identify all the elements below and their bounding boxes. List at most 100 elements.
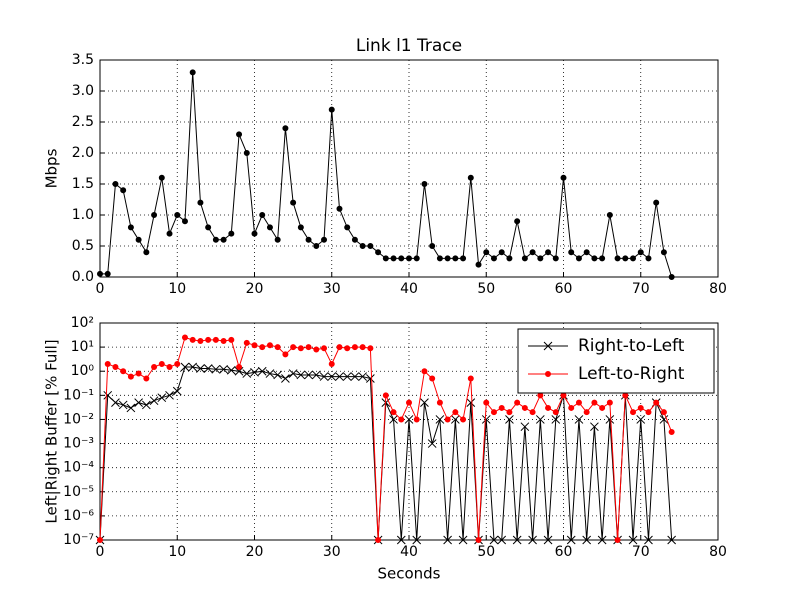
- marker: [512, 535, 522, 545]
- marker: [212, 336, 219, 343]
- marker: [166, 230, 173, 237]
- marker: [180, 362, 190, 372]
- marker: [630, 409, 637, 416]
- x-tick-label: 70: [632, 544, 650, 560]
- marker: [290, 199, 297, 206]
- marker: [219, 364, 228, 374]
- marker: [313, 243, 320, 249]
- marker: [288, 369, 298, 378]
- marker: [382, 392, 389, 399]
- y-tick-label: 10⁻⁶: [63, 508, 94, 524]
- marker: [606, 212, 613, 218]
- marker: [622, 255, 629, 262]
- marker: [599, 404, 606, 411]
- plot-frame: [99, 322, 719, 541]
- marker: [189, 69, 196, 76]
- marker: [97, 537, 103, 543]
- marker: [172, 386, 182, 396]
- marker: [582, 535, 592, 545]
- marker: [575, 255, 582, 262]
- marker: [158, 360, 165, 367]
- marker: [335, 372, 344, 381]
- y-tick-label: 3.0: [72, 83, 94, 99]
- legend-marker: [545, 371, 551, 377]
- marker: [174, 360, 181, 367]
- marker: [149, 396, 159, 406]
- marker: [135, 370, 142, 377]
- marker: [606, 399, 613, 406]
- marker: [421, 181, 428, 187]
- marker: [597, 535, 607, 545]
- marker: [535, 415, 545, 424]
- marker: [398, 255, 405, 262]
- marker: [313, 346, 320, 353]
- marker: [412, 535, 422, 545]
- marker: [251, 342, 258, 349]
- marker: [143, 375, 150, 382]
- marker: [188, 362, 198, 372]
- marker: [104, 360, 111, 367]
- x-tick-label: 30: [323, 281, 341, 297]
- marker: [181, 218, 188, 225]
- marker: [120, 368, 127, 375]
- marker: [591, 399, 598, 406]
- marker: [282, 351, 289, 358]
- x-tick-label: 60: [555, 281, 573, 297]
- x-tick-label: 0: [96, 281, 105, 297]
- marker: [568, 404, 575, 411]
- marker: [358, 372, 368, 381]
- x-tick-label: 10: [168, 544, 186, 560]
- marker: [319, 372, 329, 381]
- marker: [505, 415, 514, 424]
- y-tick-label: 10²: [71, 315, 94, 331]
- marker: [157, 393, 167, 403]
- marker: [444, 416, 451, 423]
- marker: [367, 243, 374, 249]
- y-tick-label: 10⁻⁷: [63, 532, 94, 548]
- y-tick-label: 10⁰: [71, 363, 95, 379]
- x-tick-label: 50: [477, 281, 495, 297]
- marker: [296, 370, 306, 380]
- marker: [514, 218, 521, 225]
- marker: [328, 360, 335, 367]
- marker: [436, 255, 443, 262]
- marker: [104, 270, 111, 277]
- marker: [327, 372, 337, 381]
- marker: [490, 409, 497, 416]
- x-axis-label: Seconds: [377, 565, 440, 583]
- marker: [97, 270, 103, 277]
- marker: [668, 429, 675, 436]
- marker: [266, 342, 273, 349]
- marker: [551, 415, 561, 424]
- marker: [297, 224, 304, 231]
- marker: [390, 255, 397, 262]
- marker: [622, 392, 629, 399]
- marker: [251, 230, 258, 237]
- plot-frame: [99, 59, 719, 278]
- y-tick-label: 10⁻³: [63, 436, 94, 452]
- marker: [489, 535, 499, 545]
- marker: [452, 255, 459, 262]
- marker: [151, 212, 158, 218]
- marker: [257, 366, 267, 376]
- marker: [545, 404, 552, 411]
- marker: [321, 345, 328, 352]
- marker: [134, 398, 143, 407]
- marker: [273, 370, 283, 380]
- marker: [304, 370, 313, 380]
- marker: [645, 409, 652, 416]
- legend-label: Left-to-Right: [578, 364, 685, 384]
- y-tick-label: 10⁻²: [63, 411, 94, 427]
- marker: [644, 535, 653, 545]
- marker: [660, 409, 667, 416]
- legend-marker: [543, 341, 553, 351]
- marker: [466, 398, 476, 407]
- marker: [127, 224, 134, 231]
- marker: [404, 415, 414, 424]
- y-tick-label: 10⁻⁴: [63, 460, 94, 476]
- x-tick-label: 80: [709, 281, 727, 297]
- marker: [297, 345, 304, 352]
- y-tick-label: 10¹: [71, 339, 94, 355]
- y-tick-label: 0.5: [72, 238, 94, 254]
